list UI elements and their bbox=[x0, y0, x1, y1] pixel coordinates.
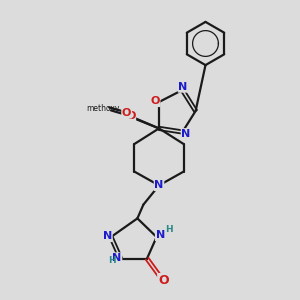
Text: N: N bbox=[103, 231, 112, 242]
Text: N: N bbox=[178, 82, 188, 92]
Text: O: O bbox=[150, 96, 160, 106]
Text: N: N bbox=[156, 230, 165, 241]
Text: methoxy: methoxy bbox=[86, 104, 119, 113]
Text: H: H bbox=[109, 256, 116, 266]
Text: H: H bbox=[166, 225, 173, 234]
Text: O: O bbox=[158, 274, 169, 287]
Text: O: O bbox=[122, 108, 131, 118]
Text: N: N bbox=[154, 180, 164, 190]
Text: N: N bbox=[112, 253, 122, 263]
Text: N: N bbox=[182, 129, 190, 139]
Text: O: O bbox=[126, 111, 136, 121]
